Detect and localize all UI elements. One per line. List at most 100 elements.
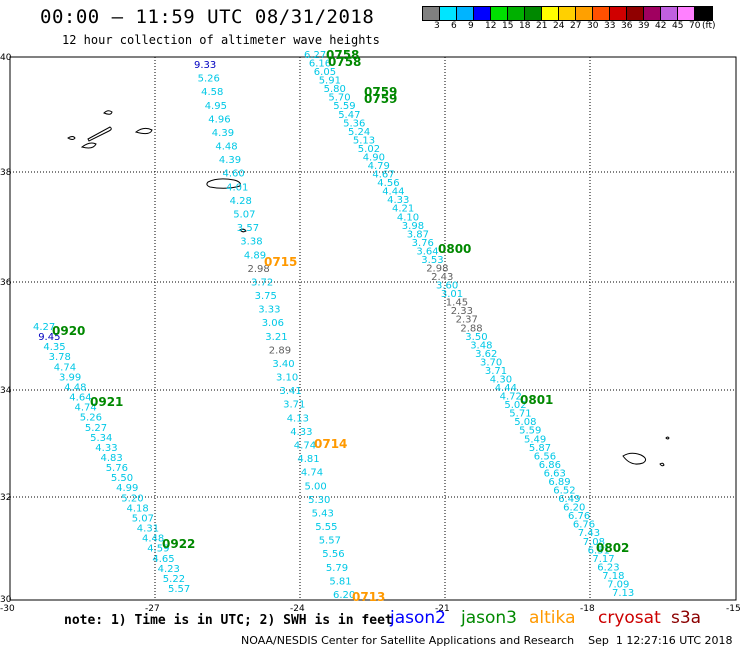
colorbar-label: 39 xyxy=(638,21,650,31)
colorbar-swatch xyxy=(559,7,576,20)
wave-height-value: 4.31 xyxy=(137,524,159,535)
wave-height-value: 5.71 xyxy=(509,409,531,420)
colorbar-label: 6 xyxy=(451,21,457,31)
wave-height-value: 3.60 xyxy=(436,281,458,292)
wave-height-value: 5.27 xyxy=(85,423,107,434)
pass-time-label: 0922 xyxy=(162,537,195,551)
wave-height-value: 4.33 xyxy=(290,427,312,438)
wave-height-value: 5.13 xyxy=(353,135,375,146)
wave-height-value: 3.87 xyxy=(407,229,429,240)
colorbar-swatch xyxy=(542,7,559,20)
island-outline xyxy=(659,462,665,467)
wave-height-value: 4.48 xyxy=(142,534,164,545)
colorbar-swatch xyxy=(627,7,644,20)
longitude-tick-label: -24 xyxy=(290,604,305,614)
colorbar-label: 15 xyxy=(502,21,514,31)
wave-height-value: 2.37 xyxy=(456,315,478,326)
pass-time-label: 0758 xyxy=(328,55,361,69)
longitude-tick-label: -15 xyxy=(726,604,740,614)
wave-height-value: 6.51 xyxy=(588,545,610,556)
wave-height-value: 6.76 xyxy=(573,520,595,531)
satellite-pass: 9.33 5.26 4.58 4.95 4.96 4.39 4.48 4.39 4.60 4.01… xyxy=(194,60,355,601)
wave-height-value: 6.63 xyxy=(544,468,566,479)
wave-height-value: 3.40 xyxy=(272,359,294,370)
pass-time-label: 0759 xyxy=(364,92,397,106)
colorbar-label: 18 xyxy=(519,21,531,31)
longitude-tick-label: -27 xyxy=(145,604,160,614)
wave-height-value: 4.64 xyxy=(69,393,91,404)
wave-height-value: 4.74 xyxy=(301,468,323,479)
wave-height-value: 2.98 xyxy=(426,264,448,275)
satellite-passes: 4.279.454.353.784.743.994.484.644.745.26… xyxy=(33,50,634,601)
wave-height-value: 3.10 xyxy=(276,373,298,384)
latitude-tick-label: 36 xyxy=(0,278,12,288)
wave-height-value: 5.36 xyxy=(343,118,365,129)
wave-height-value: 3.06 xyxy=(262,318,284,329)
colorbar-swatch xyxy=(525,7,542,20)
wave-height-value: 4.95 xyxy=(205,101,227,112)
wave-height-value: 5.70 xyxy=(328,93,350,104)
wave-height-value: 6.56 xyxy=(534,451,556,462)
wave-height-value: 4.58 xyxy=(201,87,223,98)
wave-height-value: 4.39 xyxy=(219,155,241,166)
coastlines xyxy=(67,110,670,467)
wave-height-value: 4.30 xyxy=(490,375,512,386)
wave-height-value: 3.62 xyxy=(475,349,497,360)
wave-height-value: 4.27 xyxy=(33,322,55,333)
wave-height-value: 6.20 xyxy=(563,503,585,514)
pass-time-label: 0758 xyxy=(326,48,359,62)
note-text: note: 1) Time is in UTC; 2) SWH is in fe… xyxy=(64,613,393,628)
wave-height-value: 3.72 xyxy=(251,277,273,288)
wave-height-value: 4.01 xyxy=(226,182,248,193)
wave-height-value: 3.71 xyxy=(485,366,507,377)
wave-height-value: 3.53 xyxy=(421,255,443,266)
map-title: 00:00 — 11:59 UTC 08/31/2018 xyxy=(40,6,375,28)
wave-height-value: 4.99 xyxy=(116,483,138,494)
latitude-tick-label: 34 xyxy=(0,386,12,396)
wave-height-value: 4.33 xyxy=(387,195,409,206)
satellite-pass: 6.276.166.055.915.805.705.595.475.365.24… xyxy=(304,50,634,599)
wave-height-value: 7.43 xyxy=(578,528,600,539)
wave-height-value: 6.05 xyxy=(314,67,336,78)
wave-height-value: 3.78 xyxy=(49,352,71,363)
wave-height-value: 6.27 xyxy=(304,50,326,61)
wave-height-value: 4.89 xyxy=(244,250,266,261)
wave-height-value: 4.74 xyxy=(294,441,316,452)
wave-height-value: 4.60 xyxy=(223,169,245,180)
wave-height-value: 5.76 xyxy=(106,463,128,474)
longitude-tick-label: -21 xyxy=(435,604,450,614)
wave-height-value: 4.18 xyxy=(127,503,149,514)
wave-height-value: 3.01 xyxy=(441,289,463,300)
island-outline xyxy=(239,228,247,233)
island-outline xyxy=(103,110,113,115)
wave-height-value: 3.50 xyxy=(465,332,487,343)
wave-height-value: 4.35 xyxy=(43,342,65,353)
wave-height-value: 5.08 xyxy=(514,417,536,428)
wave-height-value: 2.98 xyxy=(248,264,270,275)
wave-height-value: 7.08 xyxy=(583,537,605,548)
colorbar-label: 24 xyxy=(553,21,565,31)
pass-time-label: 0759 xyxy=(364,85,397,99)
wave-height-value: 3.41 xyxy=(280,386,302,397)
pass-time-label: 0921 xyxy=(90,395,123,409)
wave-height-value: 6.16 xyxy=(309,59,331,70)
wave-height-value: 4.39 xyxy=(212,128,234,139)
colorbar-swatch xyxy=(593,7,610,20)
satellite-legend-jason3: jason3 xyxy=(461,608,517,628)
colorbar-swatch xyxy=(644,7,661,20)
island-outline xyxy=(87,126,112,142)
longitude-tick-label: -30 xyxy=(0,604,15,614)
wave-height-value: 4.33 xyxy=(95,443,117,454)
colorbar-swatch xyxy=(474,7,491,20)
wave-height-value: 2.88 xyxy=(460,323,482,334)
latitude-tick-label: 30 xyxy=(0,595,12,605)
colorbar-swatch xyxy=(661,7,678,20)
satellite-legend-altika: altika xyxy=(529,608,576,628)
wave-height-value: 4.81 xyxy=(297,454,319,465)
pass-time-label: 0713 xyxy=(352,590,385,604)
wave-height-value: 5.00 xyxy=(305,481,327,492)
wave-height-value: 2.43 xyxy=(431,272,453,283)
colorbar-label: 30 xyxy=(587,21,599,31)
wave-height-value: 5.57 xyxy=(168,584,190,595)
wave-height-value: 3.33 xyxy=(258,305,280,316)
